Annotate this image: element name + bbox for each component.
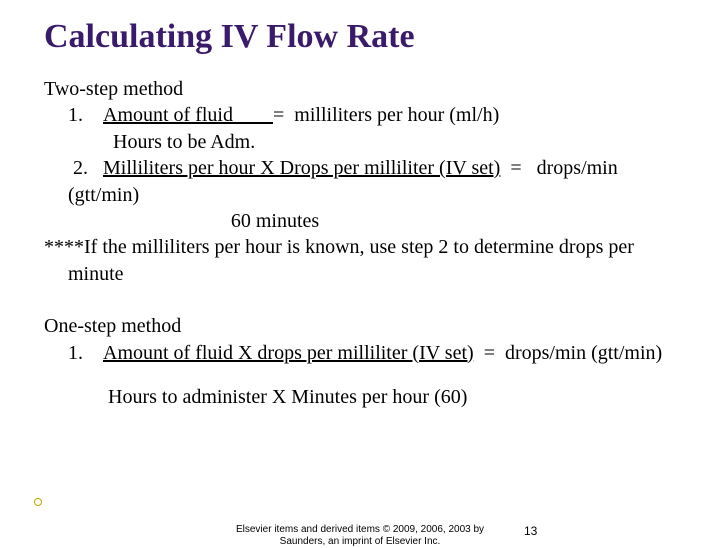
- rest-text: = milliliters per hour (ml/h): [273, 104, 499, 126]
- list-number: 2.: [73, 157, 88, 179]
- slide-body: Two-step method 1. Amount of fluid = mil…: [44, 76, 686, 410]
- sixty-minutes: 60 minutes: [44, 208, 686, 234]
- note-text: ****If the milliliters per hour is known…: [44, 236, 634, 258]
- two-step-item-2: 2. Milliliters per hour X Drops per mill…: [44, 155, 686, 181]
- one-step-item-1: 1. Amount of fluid X drops per millilite…: [44, 340, 686, 366]
- slide-title: Calculating IV Flow Rate: [44, 18, 686, 56]
- page-number: 13: [524, 524, 537, 538]
- bullet-icon: [34, 498, 42, 506]
- copyright-text: Elsevier items and derived items © 2009,…: [230, 524, 490, 548]
- slide: Calculating IV Flow Rate Two-step method…: [0, 0, 720, 540]
- underlined-text: Amount of fluid: [103, 104, 273, 126]
- gtt-line: (gtt/min): [44, 182, 686, 208]
- note-line: ****If the milliliters per hour is known…: [44, 234, 686, 287]
- two-step-heading: Two-step method: [44, 76, 686, 102]
- list-number: 1.: [68, 104, 83, 126]
- hours-line: Hours to be Adm.: [44, 129, 686, 155]
- underlined-text: Amount of fluid X drops per milliliter (…: [103, 342, 474, 364]
- hours-to-administer: Hours to administer X Minutes per hour (…: [44, 384, 686, 410]
- list-number: 1.: [68, 342, 83, 364]
- rest-text: = drops/min: [500, 157, 617, 179]
- rest-text: = drops/min (gtt/min): [474, 342, 663, 364]
- note-text-2: minute: [68, 263, 124, 285]
- underlined-text: Milliliters per hour X Drops per millili…: [103, 157, 500, 179]
- one-step-heading: One-step method: [44, 313, 686, 339]
- two-step-item-1: 1. Amount of fluid = milliliters per hou…: [44, 102, 686, 128]
